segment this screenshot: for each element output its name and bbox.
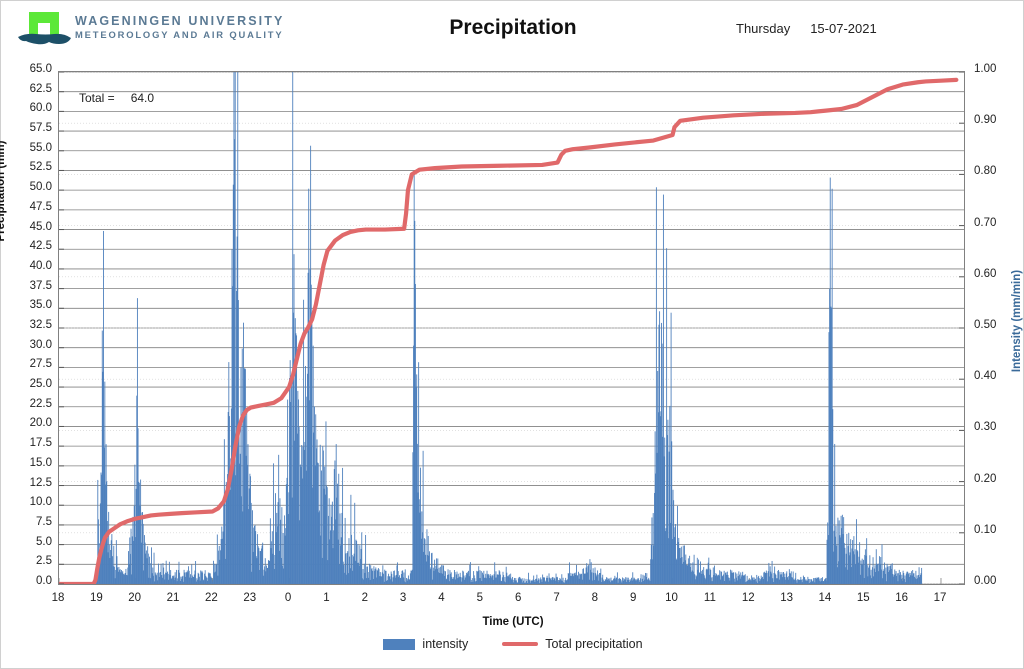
x-axis-tick: 2 (361, 592, 368, 604)
y-axis-left-tick: 17.5 (29, 437, 52, 450)
legend-label-total: Total precipitation (545, 637, 643, 651)
x-axis-tick: 12 (741, 592, 755, 604)
y-axis-left-tick: 2.5 (36, 555, 52, 568)
y-axis-left-tick: 20.0 (29, 417, 52, 430)
brand-department: METEOROLOGY AND AIR QUALITY (75, 28, 284, 40)
x-axis-tick: 8 (591, 592, 599, 604)
legend-item-total-precipitation[interactable]: Total precipitation (502, 637, 643, 651)
y-axis-left-tick: 32.5 (29, 319, 52, 331)
x-axis-tick: 4 (438, 592, 445, 604)
y-axis-right-tick: 0.80 (974, 165, 997, 178)
brand-university: WAGENINGEN UNIVERSITY (75, 14, 285, 28)
legend-swatch-line-icon (502, 642, 539, 646)
x-axis-tick: 6 (514, 592, 522, 604)
plot-inner (59, 72, 964, 584)
weekday-label: Thursday (736, 21, 791, 36)
y-axis-left-tick: 22.5 (29, 397, 52, 410)
x-axis-tick: 18 (51, 592, 65, 604)
x-axis-tick: 3 (399, 592, 407, 604)
y-axis-right-tick: 0.70 (974, 216, 997, 229)
y-axis-left-tick: 60.0 (29, 102, 52, 115)
y-axis-left-tick: 57.5 (29, 122, 52, 135)
x-axis-tick: 0 (284, 592, 292, 604)
y-axis-left-tick: 50.0 (29, 181, 52, 194)
date-display: Thursday 15-07-2021 (736, 21, 877, 36)
x-axis-title: Time (UTC) (482, 616, 544, 628)
y-axis-right-tick: 0.30 (974, 421, 997, 434)
legend-swatch-bar-icon (383, 638, 416, 650)
plot-area (58, 71, 965, 585)
total-annotation: Total = 64.0 (79, 91, 154, 105)
chart-canvas (59, 72, 964, 584)
x-axis-tick: 7 (553, 592, 560, 604)
page-title: Precipitation (449, 16, 577, 39)
y-axis-right-tick: 0.60 (974, 267, 997, 280)
y-axis-right-tick: 0.90 (974, 114, 997, 127)
brand-text: WAGENINGEN UNIVERSITY METEOROLOGY AND AI… (75, 14, 284, 40)
x-axis-tick: 19 (89, 592, 103, 604)
x-axis-tick: 22 (204, 592, 218, 604)
y-axis-left-tick: 7.5 (36, 515, 52, 528)
y-axis-left-tick: 15.0 (29, 456, 52, 469)
y-axis-left-tick: 55.0 (29, 141, 52, 154)
y-axis-left-tick: 37.5 (29, 279, 52, 292)
y-axis-right-tick: 1.00 (974, 63, 997, 75)
x-axis-tick: 11 (703, 592, 716, 604)
y-axis-left-tick: 0.0 (36, 575, 52, 587)
x-axis-tick: 13 (780, 592, 793, 604)
legend-label-intensity: intensity (422, 637, 469, 651)
y-axis-left-tick: 47.5 (29, 200, 52, 213)
total-value: 64.0 (130, 91, 155, 105)
y-axis-right-tick: 0.20 (974, 472, 997, 485)
y-axis-left-tick: 42.5 (29, 240, 52, 253)
total-label: Total = (79, 91, 115, 105)
y-axis-left-tick: 25.0 (29, 378, 52, 391)
y-axis-left-tick: 10.0 (29, 496, 52, 509)
wageningen-logo-icon (13, 8, 75, 48)
y-axis-left-tick: 62.5 (29, 82, 52, 95)
y-axis-left-tick: 5.0 (36, 535, 52, 548)
x-axis-tick: 10 (665, 592, 678, 604)
intensity-bars (96, 72, 923, 584)
y-axis-left-tick: 52.5 (29, 161, 52, 174)
y-axis-left-tick: 45.0 (29, 220, 52, 233)
total-precipitation-line (59, 77, 959, 584)
y-axis-right-tick: 0.00 (974, 575, 997, 587)
y-axis-left-tick: 12.5 (29, 476, 52, 489)
x-axis-tick: 9 (630, 592, 637, 604)
x-axis-tick: 14 (818, 592, 832, 604)
legend-item-intensity[interactable]: intensity (383, 637, 468, 651)
y-axis-right-tick: 0.10 (974, 523, 997, 536)
y-axis-left-tick: 27.5 (29, 358, 52, 371)
y-axis-right-tick: 0.40 (974, 370, 997, 383)
x-axis-tick: 17 (933, 592, 947, 604)
date-label: 15-07-2021 (810, 21, 877, 36)
x-axis-tick: 20 (128, 592, 142, 604)
y-axis-right-tick: 0.50 (974, 319, 997, 331)
y-axis-left-tick: 40.0 (29, 259, 52, 272)
y-axis-left-tick: 30.0 (29, 338, 52, 351)
y-axis-left-tick: 35.0 (29, 299, 52, 312)
x-axis-tick: 23 (243, 592, 257, 604)
x-axis-tick: 21 (166, 592, 180, 604)
y-axis-left-tick: 65.0 (29, 63, 52, 75)
x-axis-tick: 15 (856, 592, 870, 604)
x-axis-tick: 16 (895, 592, 909, 604)
x-axis-tick: 5 (476, 592, 484, 604)
page-header: WAGENINGEN UNIVERSITY METEOROLOGY AND AI… (1, 1, 1024, 57)
x-axis-tick: 1 (323, 592, 330, 604)
chart-legend: intensity Total precipitation (1, 637, 1024, 651)
